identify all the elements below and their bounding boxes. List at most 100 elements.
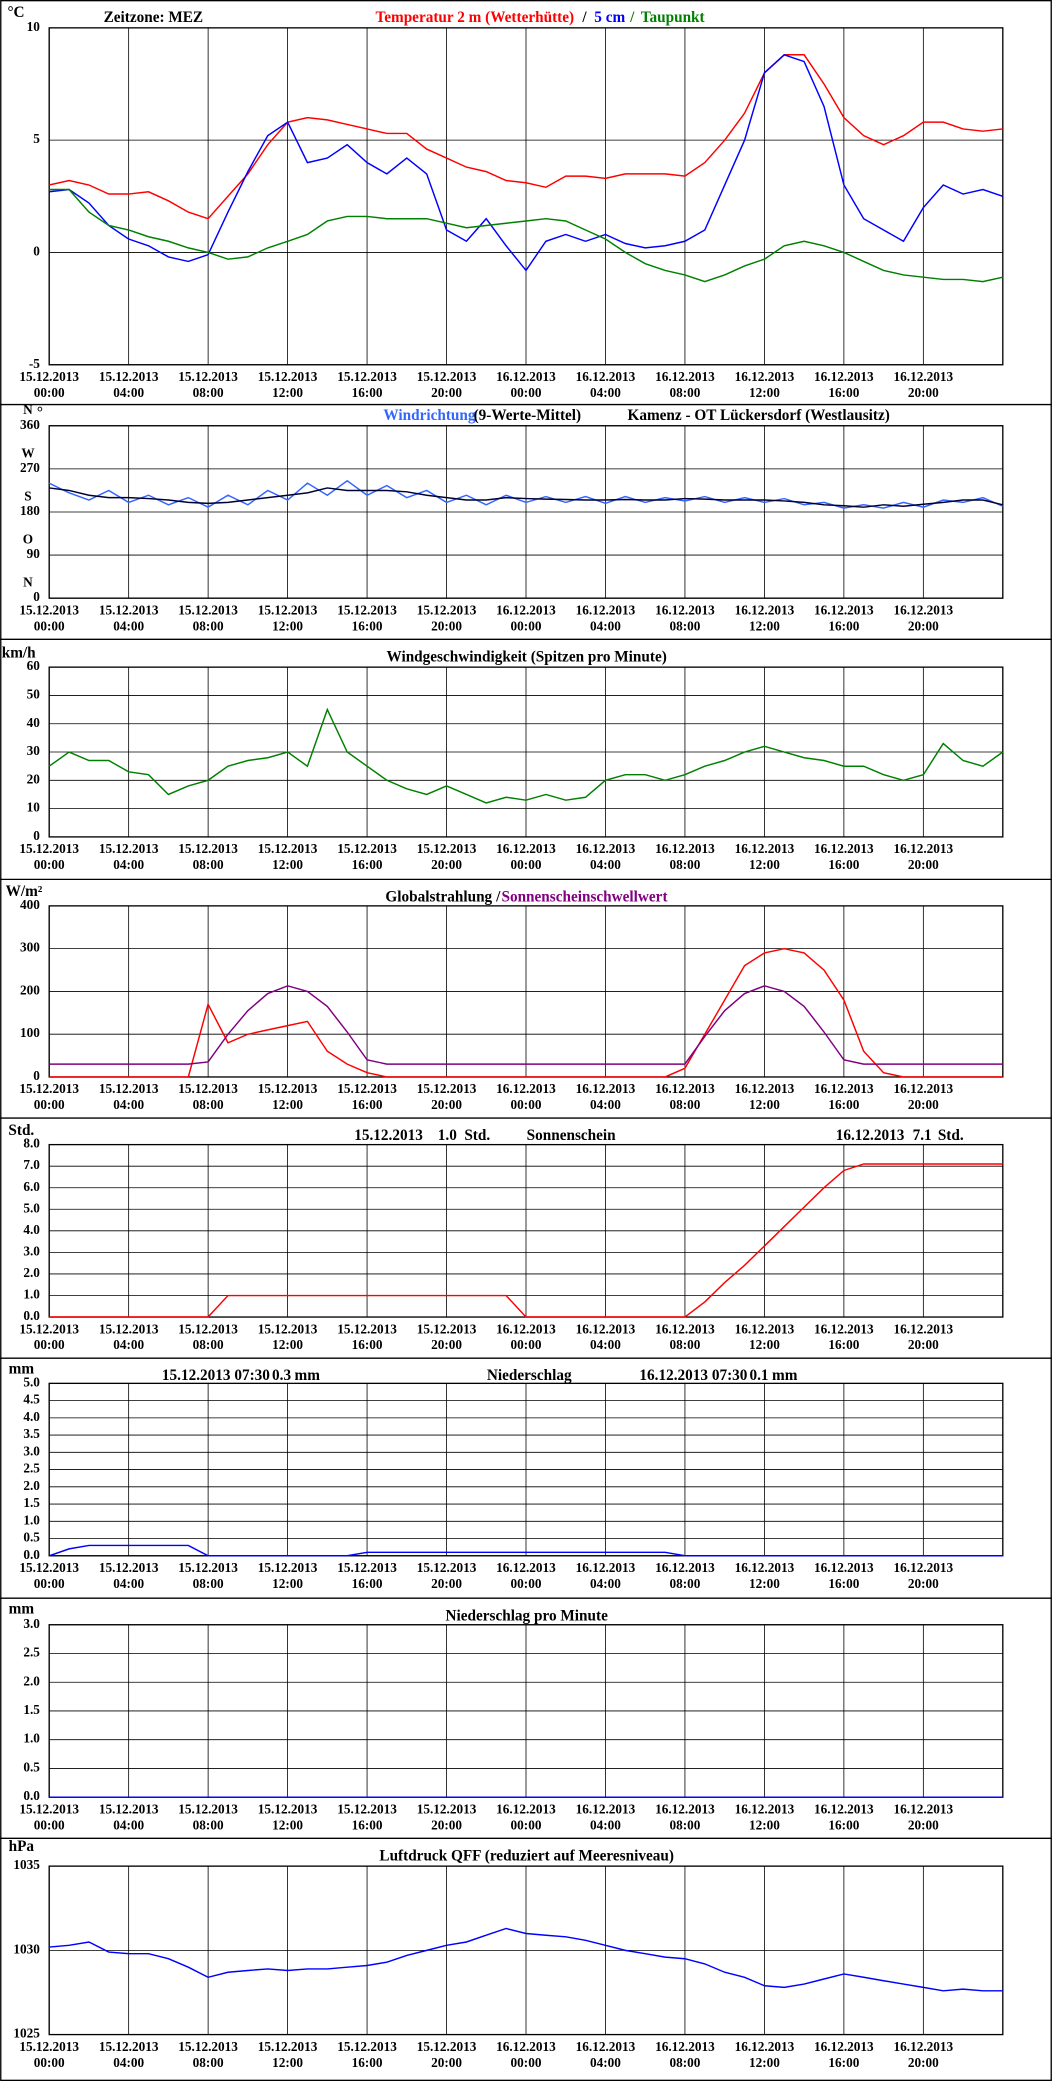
x-tick-label: 15.12.2013 20:00 — [417, 602, 477, 633]
y-tick-label: 400 — [20, 897, 40, 912]
x-tick-date: 16.12.2013 — [735, 841, 795, 856]
y-tick-label: 10 — [27, 800, 41, 815]
header-text: Std. — [464, 1127, 490, 1144]
x-tick-date: 15.12.2013 — [258, 1560, 318, 1575]
x-tick-date: 15.12.2013 — [417, 369, 477, 384]
header-text: / — [629, 9, 635, 26]
x-tick-label: 16.12.2013 20:00 — [894, 2039, 954, 2070]
x-tick-time: 12:00 — [749, 1337, 780, 1352]
y-unit: mm — [9, 1361, 35, 1378]
x-tick-date: 15.12.2013 — [258, 602, 318, 617]
x-tick-label: 16.12.2013 12:00 — [735, 602, 795, 633]
x-tick-date: 16.12.2013 — [735, 2039, 795, 2054]
y-unit: W/m² — [6, 883, 43, 900]
header-text: 0.1 — [749, 1367, 768, 1384]
x-tick-label: 16.12.2013 00:00 — [496, 602, 556, 633]
x-tick-time: 08:00 — [193, 618, 224, 633]
x-tick-date: 15.12.2013 — [19, 2039, 79, 2054]
x-tick-time: 12:00 — [272, 1097, 303, 1112]
x-tick-date: 15.12.2013 — [337, 602, 397, 617]
x-tick-time: 04:00 — [590, 857, 621, 872]
x-tick-label: 15.12.2013 16:00 — [337, 2039, 397, 2070]
y-tick-label: 200 — [20, 982, 40, 997]
y-tick-label: 1030 — [13, 1941, 40, 1956]
header-text: Niederschlag — [487, 1367, 572, 1384]
x-tick-time: 20:00 — [431, 2055, 462, 2070]
data-line — [49, 487, 1003, 508]
y-tick-label: 50 — [27, 686, 41, 701]
header-text: 16.12.2013 07:30 — [639, 1367, 747, 1384]
x-tick-time: 08:00 — [193, 1097, 224, 1112]
x-tick-label: 15.12.2013 20:00 — [417, 1801, 477, 1832]
x-tick-label: 16.12.2013 12:00 — [735, 2039, 795, 2070]
x-tick-label: 16.12.2013 08:00 — [655, 369, 715, 400]
y-tick-label: 0.5 — [23, 1759, 40, 1774]
legend-label: (9-Werte-Mittel) — [474, 407, 582, 424]
data-line — [48, 479, 1004, 509]
header-text: Luftdruck QFF (reduziert auf Meeresnivea… — [379, 1847, 674, 1864]
y-tick-letter: S — [24, 488, 31, 503]
x-tick-time: 00:00 — [34, 2055, 65, 2070]
x-tick-label: 16.12.2013 20:00 — [894, 369, 954, 400]
data-line — [48, 1544, 1003, 1557]
x-tick-time: 16:00 — [352, 618, 383, 633]
x-tick-time: 00:00 — [511, 1097, 542, 1112]
x-tick-label: 16.12.2013 08:00 — [655, 1321, 715, 1352]
x-tick-date: 16.12.2013 — [894, 1560, 954, 1575]
x-tick-time: 16:00 — [828, 857, 859, 872]
y-tick-label: 3.0 — [23, 1243, 40, 1258]
x-tick-time: 04:00 — [590, 1817, 621, 1832]
y-unit: mm — [9, 1601, 35, 1618]
x-tick-time: 12:00 — [749, 1097, 780, 1112]
x-tick-label: 16.12.2013 08:00 — [655, 602, 715, 633]
y-tick-label: 1.0 — [23, 1731, 40, 1746]
y-tick-label: 1025 — [13, 2026, 40, 2041]
x-tick-date: 16.12.2013 — [735, 1081, 795, 1096]
x-tick-time: 20:00 — [908, 1097, 939, 1112]
x-tick-date: 15.12.2013 — [99, 1321, 159, 1336]
x-tick-label: 16.12.2013 00:00 — [496, 1801, 556, 1832]
legend-label: Globalstrahlung — [385, 888, 492, 905]
x-tick-label: 15.12.2013 08:00 — [178, 602, 238, 633]
y-unit: °C — [7, 4, 24, 21]
data-line — [49, 1927, 1003, 1992]
x-tick-label: 16.12.2013 16:00 — [814, 2039, 874, 2070]
x-tick-date: 16.12.2013 — [576, 841, 636, 856]
header-text: mm — [772, 1367, 798, 1384]
x-tick-date: 16.12.2013 — [655, 369, 715, 384]
y-tick-label: 3.0 — [23, 1443, 40, 1458]
data-line — [49, 188, 1003, 283]
x-tick-date: 16.12.2013 — [576, 1321, 636, 1336]
x-tick-date: 15.12.2013 — [99, 2039, 159, 2054]
x-tick-label: 15.12.2013 04:00 — [99, 602, 159, 633]
y-tick-label: 0 — [33, 828, 40, 843]
header-text: Niederschlag pro Minute — [445, 1607, 608, 1624]
x-tick-time: 04:00 — [113, 1337, 144, 1352]
x-tick-time: 16:00 — [828, 1817, 859, 1832]
y-tick-label: 180 — [20, 503, 40, 518]
x-tick-label: 16.12.2013 20:00 — [894, 1801, 954, 1832]
y-tick-label: 20 — [27, 771, 41, 786]
x-tick-time: 08:00 — [669, 1097, 700, 1112]
y-tick-label: 1035 — [13, 1857, 40, 1872]
x-tick-time: 04:00 — [113, 857, 144, 872]
header-text: 15.12.2013 — [354, 1127, 423, 1144]
y-tick-label: 4.0 — [23, 1409, 40, 1424]
x-tick-date: 16.12.2013 — [576, 602, 636, 617]
x-tick-time: 12:00 — [749, 2055, 780, 2070]
y-tick-label: 0.0 — [23, 1788, 40, 1803]
x-tick-time: 20:00 — [431, 857, 462, 872]
x-tick-label: 16.12.2013 12:00 — [735, 1560, 795, 1591]
data-line — [49, 54, 1003, 220]
data-line — [49, 985, 1003, 1065]
x-tick-time: 20:00 — [431, 1097, 462, 1112]
x-tick-time: 04:00 — [590, 1097, 621, 1112]
x-tick-date: 16.12.2013 — [655, 2039, 715, 2054]
x-tick-time: 12:00 — [749, 857, 780, 872]
x-tick-label: 16.12.2013 00:00 — [496, 1081, 556, 1112]
header-text: Zeitzone: MEZ — [104, 9, 204, 26]
x-tick-time: 12:00 — [272, 857, 303, 872]
data-line — [48, 707, 1004, 804]
y-tick-label: 90 — [27, 546, 41, 561]
